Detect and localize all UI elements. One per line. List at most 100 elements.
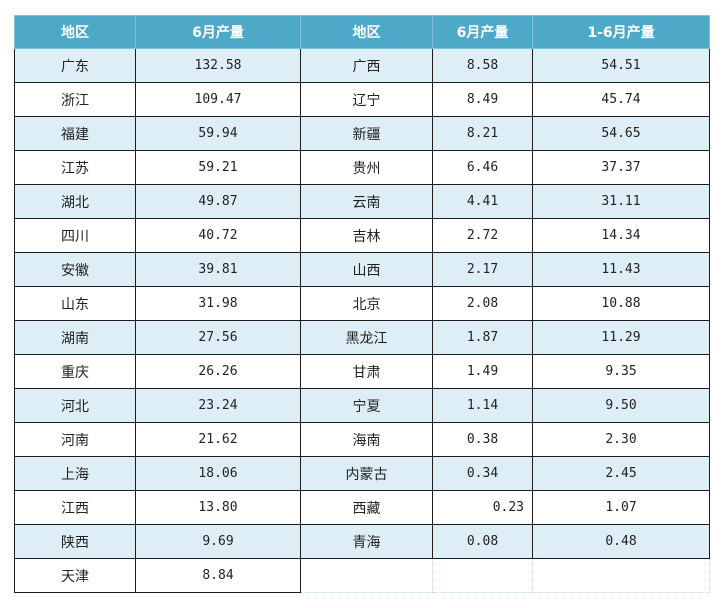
table-row: 湖南 27.56 黑龙江 1.87 11.29: [14, 320, 710, 355]
region-cell: 天津: [14, 558, 136, 593]
table-row: 浙江 109.47 辽宁 8.49 45.74: [14, 82, 710, 117]
header-ytd-output: 1-6月产量: [532, 15, 710, 49]
june-output-cell: 8.58: [432, 48, 533, 83]
ytd-output-cell: [532, 558, 710, 593]
region-cell: 山西: [300, 252, 433, 287]
region-cell: 广东: [14, 48, 136, 83]
june-output-cell: 40.72: [135, 218, 301, 253]
region-cell: 内蒙古: [300, 456, 433, 491]
region-cell: 河北: [14, 388, 136, 423]
region-cell: 浙江: [14, 82, 136, 117]
region-cell: [300, 558, 433, 593]
june-output-cell: 1.49: [432, 354, 533, 389]
ytd-output-cell: 14.34: [532, 218, 710, 253]
june-output-cell: 8.84: [135, 558, 301, 593]
table-row: 上海 18.06 内蒙古 0.34 2.45: [14, 456, 710, 491]
june-output-cell: 1.87: [432, 320, 533, 355]
june-output-cell: 0.08: [432, 524, 533, 559]
table-row: 江西 13.80 西藏 0.23 1.07: [14, 490, 710, 525]
region-cell: 四川: [14, 218, 136, 253]
june-output-cell: 31.98: [135, 286, 301, 321]
header-region-right: 地区: [300, 15, 433, 49]
ytd-output-cell: 54.65: [532, 116, 710, 151]
june-output-cell: 0.38: [432, 422, 533, 457]
region-cell: 上海: [14, 456, 136, 491]
region-cell: 新疆: [300, 116, 433, 151]
ytd-output-cell: 37.37: [532, 150, 710, 185]
ytd-output-cell: 2.30: [532, 422, 710, 457]
production-table: 地区 6月产量 地区 6月产量 1-6月产量 广东 132.58 广西 8.58 54.…: [14, 15, 710, 593]
region-cell: 陕西: [14, 524, 136, 559]
june-output-cell: 8.21: [432, 116, 533, 151]
region-cell: 福建: [14, 116, 136, 151]
june-output-cell: 21.62: [135, 422, 301, 457]
june-output-cell: 23.24: [135, 388, 301, 423]
region-cell: 吉林: [300, 218, 433, 253]
header-june-output-left: 6月产量: [135, 15, 301, 49]
june-output-cell: 9.69: [135, 524, 301, 559]
region-cell: 重庆: [14, 354, 136, 389]
header-region-left: 地区: [14, 15, 136, 49]
ytd-output-cell: 9.35: [532, 354, 710, 389]
june-output-cell: 132.58: [135, 48, 301, 83]
table-row: 天津 8.84: [14, 558, 710, 593]
ytd-output-cell: 1.07: [532, 490, 710, 525]
region-cell: 云南: [300, 184, 433, 219]
region-cell: 贵州: [300, 150, 433, 185]
ytd-output-cell: 11.29: [532, 320, 710, 355]
june-output-cell: 0.23: [432, 490, 533, 525]
region-cell: 河南: [14, 422, 136, 457]
region-cell: 辽宁: [300, 82, 433, 117]
june-output-cell: 8.49: [432, 82, 533, 117]
table-row: 江苏 59.21 贵州 6.46 37.37: [14, 150, 710, 185]
region-cell: 海南: [300, 422, 433, 457]
table-body: 广东 132.58 广西 8.58 54.51 浙江 109.47 辽宁 8.49 45.74 福建…: [14, 48, 710, 593]
june-output-cell: 26.26: [135, 354, 301, 389]
june-output-cell: 18.06: [135, 456, 301, 491]
region-cell: 广西: [300, 48, 433, 83]
ytd-output-cell: 2.45: [532, 456, 710, 491]
region-cell: 甘肃: [300, 354, 433, 389]
june-output-cell: 13.80: [135, 490, 301, 525]
june-output-cell: 2.08: [432, 286, 533, 321]
table-row: 广东 132.58 广西 8.58 54.51: [14, 48, 710, 83]
region-cell: 江苏: [14, 150, 136, 185]
june-output-cell: 2.17: [432, 252, 533, 287]
region-cell: 湖南: [14, 320, 136, 355]
table-row: 山东 31.98 北京 2.08 10.88: [14, 286, 710, 321]
region-cell: 西藏: [300, 490, 433, 525]
table-row: 四川 40.72 吉林 2.72 14.34: [14, 218, 710, 253]
table-row: 湖北 49.87 云南 4.41 31.11: [14, 184, 710, 219]
june-output-cell: 27.56: [135, 320, 301, 355]
june-output-cell: 4.41: [432, 184, 533, 219]
june-output-cell: 0.34: [432, 456, 533, 491]
june-output-cell: 1.14: [432, 388, 533, 423]
table-row: 河北 23.24 宁夏 1.14 9.50: [14, 388, 710, 423]
ytd-output-cell: 9.50: [532, 388, 710, 423]
june-output-cell: 39.81: [135, 252, 301, 287]
region-cell: 湖北: [14, 184, 136, 219]
june-output-cell: [432, 558, 533, 593]
table-row: 安徽 39.81 山西 2.17 11.43: [14, 252, 710, 287]
region-cell: 安徽: [14, 252, 136, 287]
table-row: 陕西 9.69 青海 0.08 0.48: [14, 524, 710, 559]
region-cell: 北京: [300, 286, 433, 321]
june-output-cell: 109.47: [135, 82, 301, 117]
region-cell: 黑龙江: [300, 320, 433, 355]
header-row: 地区 6月产量 地区 6月产量 1-6月产量: [14, 15, 710, 49]
ytd-output-cell: 54.51: [532, 48, 710, 83]
june-output-cell: 59.21: [135, 150, 301, 185]
june-output-cell: 2.72: [432, 218, 533, 253]
ytd-output-cell: 45.74: [532, 82, 710, 117]
june-output-cell: 59.94: [135, 116, 301, 151]
ytd-output-cell: 10.88: [532, 286, 710, 321]
ytd-output-cell: 31.11: [532, 184, 710, 219]
header-june-output-right: 6月产量: [432, 15, 533, 49]
ytd-output-cell: 11.43: [532, 252, 710, 287]
ytd-output-cell: 0.48: [532, 524, 710, 559]
table-row: 福建 59.94 新疆 8.21 54.65: [14, 116, 710, 151]
region-cell: 宁夏: [300, 388, 433, 423]
region-cell: 江西: [14, 490, 136, 525]
production-table-container: 地区 6月产量 地区 6月产量 1-6月产量 广东 132.58 广西 8.58 54.…: [14, 15, 710, 593]
region-cell: 青海: [300, 524, 433, 559]
